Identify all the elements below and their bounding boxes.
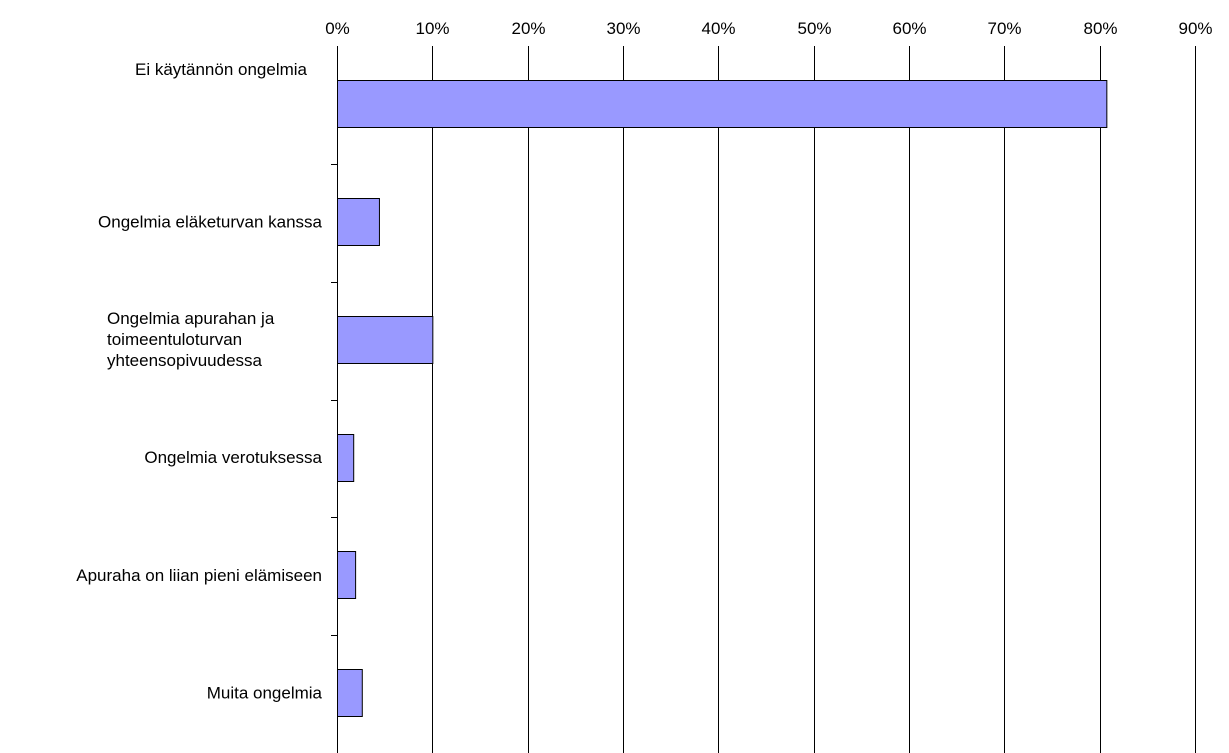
bar — [337, 80, 1108, 128]
category-label: Ongelmia verotuksessa — [144, 448, 322, 467]
x-tick-label: 20% — [511, 19, 545, 38]
bar — [337, 198, 380, 246]
x-tick-label: 10% — [415, 19, 449, 38]
bar — [337, 551, 357, 599]
bar — [337, 669, 363, 717]
category-label: Ei käytännön ongelmia — [135, 60, 308, 79]
x-tick-label: 0% — [325, 19, 350, 38]
category-labels: Ei käytännön ongelmia Ongelmia eläketurva… — [76, 60, 322, 703]
category-label: Apuraha on liian pieni elämiseen — [76, 566, 322, 585]
x-tick-label: 60% — [892, 19, 926, 38]
category-label: Ongelmia apurahan ja toimeentuloturvan yht… — [107, 309, 275, 370]
x-tick-label: 70% — [987, 19, 1021, 38]
bar — [337, 434, 355, 482]
bars — [337, 80, 1108, 717]
x-axis-ticks: 0% 10% 20% 30% 40% 50% 60% 70% 80% 90% — [325, 19, 1212, 38]
gridlines — [337, 46, 1196, 753]
category-label: Ongelmia eläketurvan kanssa — [98, 212, 323, 231]
bar — [337, 316, 434, 364]
x-tick-label: 40% — [701, 19, 735, 38]
x-tick-label: 90% — [1178, 19, 1212, 38]
x-tick-label: 50% — [797, 19, 831, 38]
y-axis — [331, 46, 338, 753]
category-label: Muita ongelmia — [207, 684, 323, 703]
x-tick-label: 30% — [606, 19, 640, 38]
x-tick-label: 80% — [1083, 19, 1117, 38]
